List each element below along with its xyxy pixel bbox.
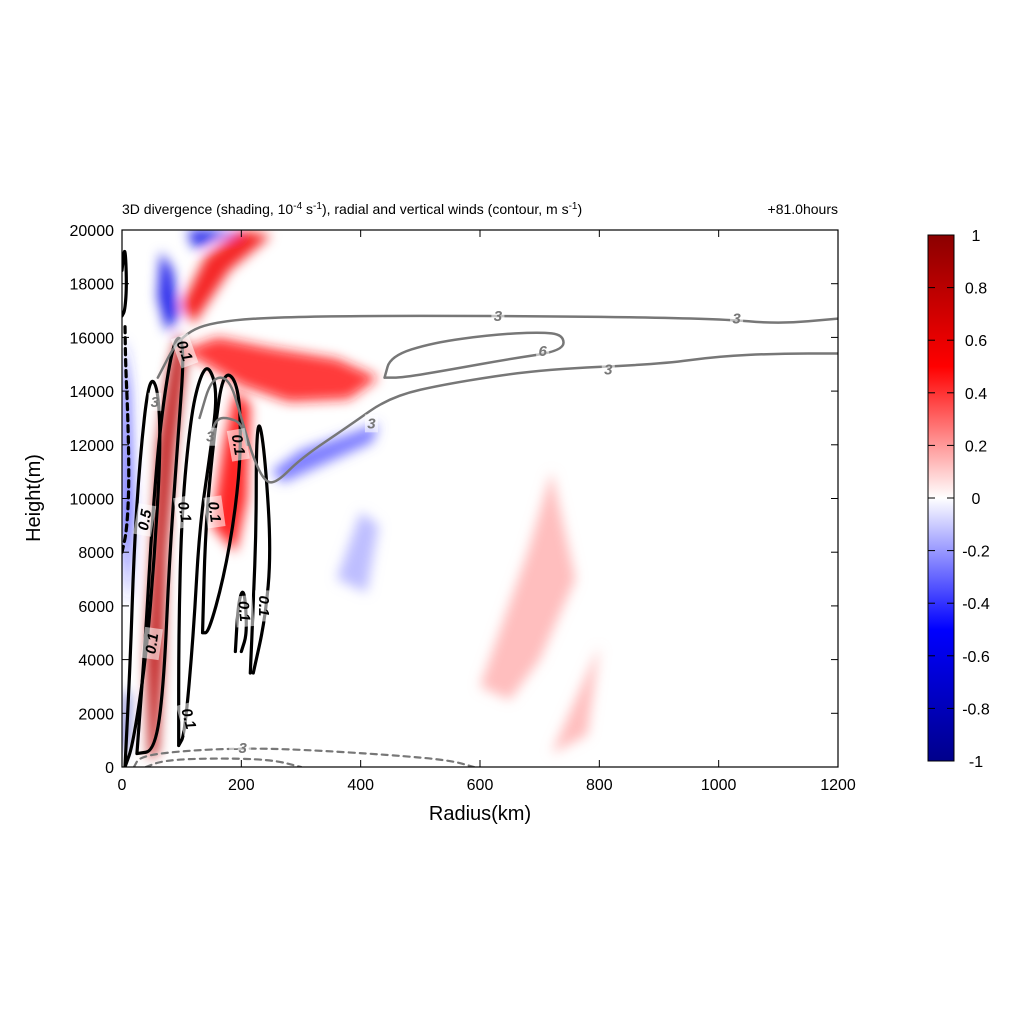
contour-label-text: 0.1	[234, 600, 253, 622]
x-tick-label: 1000	[701, 777, 737, 794]
divergence-shading-region	[551, 646, 600, 754]
x-tick-label: 0	[118, 777, 127, 794]
x-tick-label: 600	[467, 777, 494, 794]
x-tick-label: 1200	[820, 777, 856, 794]
contour-label: 0.1	[170, 333, 199, 369]
radial-wind-contour	[132, 747, 476, 767]
y-tick-label: 14000	[70, 384, 115, 401]
contour-label: 0.1	[140, 626, 163, 661]
contour-label: 0.1	[173, 495, 197, 529]
contour-label: 0.5	[133, 503, 157, 537]
contour-label: 0.1	[226, 427, 250, 462]
contour-label-text: 3	[494, 308, 503, 325]
radial-wind-contour	[383, 331, 565, 379]
contour-label: 3	[203, 427, 217, 446]
colorbar-tick-label: 0	[972, 491, 981, 508]
vertical-wind-contour	[177, 367, 218, 748]
contour-label-text: 3	[604, 362, 613, 379]
contour-label: 0.1	[203, 495, 226, 529]
colorbar-tick-label: -0.6	[962, 649, 990, 666]
y-tick-label: 0	[105, 760, 114, 777]
contour-label: 6	[536, 341, 550, 360]
radial-wind-contour	[198, 352, 838, 484]
colorbar-tick-label: -0.8	[962, 701, 990, 718]
x-axis: 0 200 400 600 800 1000 1200	[118, 230, 856, 794]
contour-label: -3	[229, 739, 252, 758]
colorbar-ticks: 1 0.8 0.6 0.4 0.2 0 -0.2 -0.4 -0.6 -0.8 -1	[928, 228, 990, 771]
contour-label-text: 3	[732, 311, 741, 328]
contour-label-text: 3	[151, 394, 160, 411]
colorbar-tick-label: -0.4	[962, 596, 990, 613]
y-tick-label: 8000	[78, 545, 114, 562]
vertical-wind-contour	[122, 249, 128, 318]
colorbar-tick-label: 1	[972, 228, 981, 245]
y-tick-label: 18000	[70, 277, 115, 294]
y-tick-label: 6000	[78, 599, 114, 616]
contour-label-text: 3	[367, 415, 376, 432]
contour-label: 0.1	[255, 590, 274, 622]
contour-label-text: 0.1	[255, 595, 272, 616]
contour-label-text: 0.1	[142, 632, 162, 655]
colorbar-tick-label: 0.4	[965, 386, 987, 403]
forecast-time-label: +81.0hours	[768, 201, 838, 217]
contour-label-text: 3	[206, 429, 215, 446]
divergence-shading-region	[271, 423, 379, 483]
contour-label-text: 6	[538, 343, 547, 360]
contour-label: 0.1	[176, 701, 202, 736]
chart-title: 3D divergence (shading, 10-4 s-1), radia…	[122, 201, 582, 217]
divergence-shading-region	[181, 337, 379, 402]
divergence-shading-region	[480, 471, 576, 700]
y-tick-label: 2000	[78, 706, 114, 723]
y-tick-label: 20000	[70, 223, 115, 240]
divergence-shading-region	[181, 230, 272, 324]
contour-label-text: 0.1	[177, 707, 199, 732]
x-tick-label: 800	[586, 777, 613, 794]
contour-label-text: 0.1	[173, 338, 196, 363]
colorbar-tick-label: 0.8	[965, 281, 987, 298]
y-tick-label: 4000	[78, 653, 114, 670]
contour-label-text: -3	[233, 740, 247, 757]
radial-wind-contour	[144, 757, 303, 767]
contour-label: 3	[730, 309, 744, 328]
y-tick-label: 10000	[70, 492, 115, 509]
vertical-wind-contour	[200, 373, 242, 635]
contour-label-text: 0.1	[204, 500, 224, 523]
colorbar-tick-label: -0.2	[962, 544, 990, 561]
contour-label-text: 0.1	[174, 500, 194, 523]
divergence-shading-region	[157, 251, 179, 333]
contour-label: 0.1	[233, 595, 255, 628]
divergence-shading-region	[187, 230, 242, 249]
contour-label: 3	[491, 306, 505, 325]
y-tick-label: 16000	[70, 330, 115, 347]
y-axis: 0 2000 4000 6000 8000 10000 12000 14000 16000 180…	[70, 223, 838, 777]
contour-label: 3	[364, 414, 378, 433]
colorbar-tick-label: -1	[969, 754, 983, 771]
contour-label: 3	[148, 392, 162, 411]
divergence-shading-region	[336, 511, 379, 593]
y-tick-label: 12000	[70, 438, 115, 455]
y-axis-title: Height(m)	[23, 454, 45, 542]
contour-label-text: 0.1	[228, 433, 248, 456]
contour-label-text: 0.5	[135, 508, 155, 532]
x-axis-title: Radius(km)	[429, 803, 531, 825]
x-tick-label: 400	[347, 777, 374, 794]
colorbar-tick-label: 0.2	[965, 438, 987, 455]
x-tick-label: 200	[228, 777, 255, 794]
contour-label: 3	[601, 360, 615, 379]
colorbar-tick-label: 0.6	[965, 333, 987, 350]
vertical-wind-contour	[122, 322, 131, 554]
